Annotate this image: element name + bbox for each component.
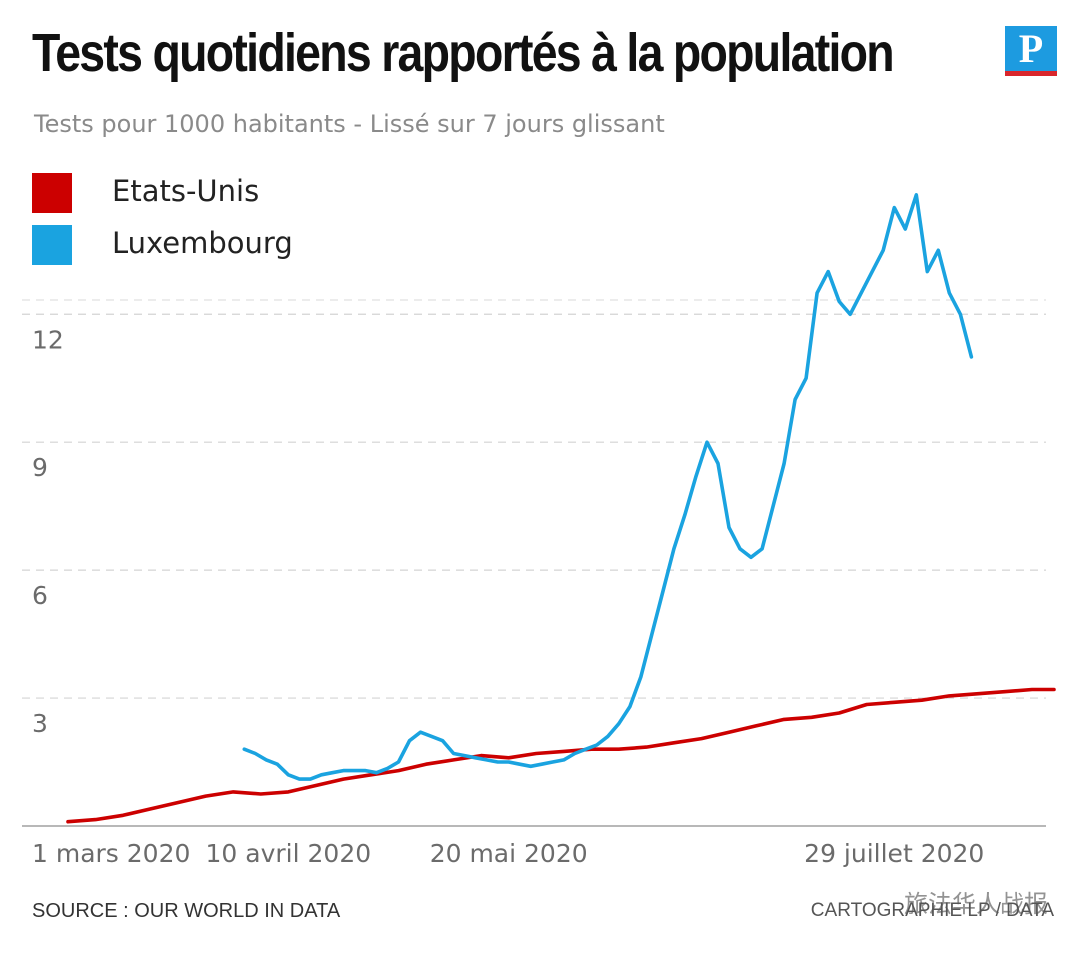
y-tick-label-3: 3	[32, 709, 48, 738]
chart-title: Tests quotidiens rapportés à la populati…	[32, 23, 895, 83]
legend-label-luxembourg: Luxembourg	[112, 226, 293, 260]
legend-swatch-etats-unis	[32, 173, 72, 213]
source-note: SOURCE : OUR WORLD IN DATA	[32, 900, 341, 922]
y-tick-label-6: 6	[32, 581, 48, 610]
le-parisien-logo: P	[1005, 26, 1057, 76]
x-tick-label-1: 10 avril 2020	[206, 839, 372, 868]
series-line-luxembourg	[242, 193, 974, 781]
chart-subtitle: Tests pour 1000 habitants - Lissé sur 7 …	[34, 110, 665, 138]
legend-label-etats-unis: Etats-Unis	[112, 174, 260, 208]
y-tick-label-12: 12	[32, 325, 64, 354]
credit-note: CARTOGRAPHIE LP / DATA	[810, 900, 1054, 921]
x-tick-label-0: 1 mars 2020	[32, 839, 190, 868]
watermark-text: 旅法华人战报	[904, 890, 1048, 918]
x-tick-label-2: 20 mai 2020	[430, 839, 588, 868]
x-tick-label-3: 29 juillet 2020	[804, 839, 984, 868]
logo-underline	[1005, 71, 1057, 76]
series-line-etats-unis	[66, 687, 1056, 824]
logo-letter: P	[1018, 26, 1044, 71]
legend-swatch-luxembourg	[32, 225, 72, 265]
y-tick-label-9: 9	[32, 453, 48, 482]
